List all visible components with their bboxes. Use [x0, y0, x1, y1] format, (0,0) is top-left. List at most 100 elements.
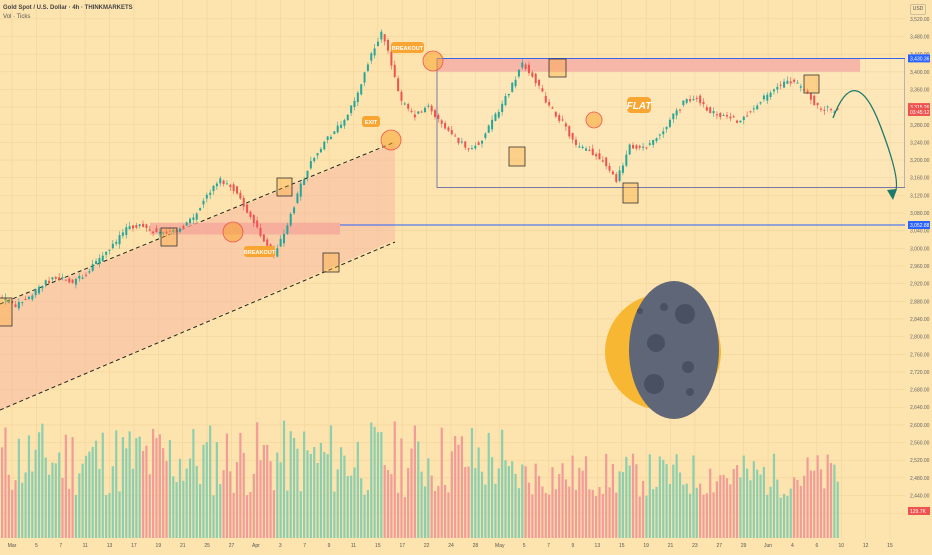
candle-body [732, 116, 735, 118]
volume-bar [504, 460, 507, 538]
volume-bar [219, 484, 222, 538]
price-tick-label: 2,880.00 [910, 299, 930, 305]
time-tick-label: 9 [328, 543, 331, 549]
volume-bar [692, 455, 695, 538]
volume-bar [742, 455, 745, 538]
volume-bar [447, 492, 450, 538]
candle-body [507, 93, 510, 96]
volume-bar [128, 431, 131, 538]
candle-body [306, 170, 309, 178]
price-axis[interactable]: 3,520.003,480.003,440.003,400.003,360.00… [905, 0, 932, 538]
chart-header: Gold Spot / U.S. Dollar · 4h · THINKMARK… [3, 4, 133, 22]
candle-body [336, 125, 339, 133]
breakout-label-bottom: BREAKOUT [244, 246, 276, 257]
candle-body [162, 232, 165, 234]
candle-body [725, 114, 728, 117]
candle-body [652, 139, 655, 145]
volume-bar [61, 477, 64, 538]
volume-bar [561, 463, 564, 538]
volume-bar [188, 458, 192, 538]
candle-body [81, 277, 84, 279]
volume-bar [548, 494, 551, 538]
time-tick-label: Mar [8, 543, 17, 549]
candle-body [789, 81, 792, 84]
volume-bar [413, 425, 416, 538]
candle-body [772, 89, 775, 92]
candle-body [816, 102, 819, 106]
volume-bar [531, 494, 534, 538]
candle-body [692, 99, 695, 101]
volume-bar [145, 445, 148, 538]
volume-bar [836, 481, 839, 538]
candle-body [420, 111, 423, 113]
volume-bar [269, 461, 272, 538]
moon-crater [675, 304, 695, 324]
volume-bar [1, 447, 4, 538]
candle-body [326, 136, 329, 141]
candle-body [403, 103, 406, 105]
price-tick-label: 2,720.00 [910, 370, 930, 376]
candle-body [333, 131, 336, 135]
price-tick-label: 3,000.00 [910, 246, 930, 252]
time-tick-label: 19 [156, 543, 162, 549]
candle-body [397, 78, 400, 92]
volume-bar [44, 457, 47, 538]
volume-bar [648, 454, 651, 538]
volume-indicator-label[interactable]: Vol · Ticks [3, 14, 31, 20]
volume-bar [329, 425, 333, 538]
volume-bar [235, 462, 239, 538]
candle-body [806, 90, 809, 93]
time-axis[interactable]: Mar 5 7 11 13 17 19 21 25 27 Apr 3 7 9 11 15 17 22 24 28 May… [0, 538, 932, 550]
volume-bar [168, 440, 171, 538]
volume-bar [558, 474, 561, 538]
volume-bar [615, 492, 618, 538]
candle-body [105, 251, 108, 255]
volume-bar [370, 422, 373, 538]
breakout-label-top-text: BREAKOUT [392, 46, 424, 52]
volume-bar [685, 483, 688, 538]
candle-body [313, 158, 316, 162]
volume-bar [584, 456, 588, 538]
candle-body [407, 104, 410, 109]
price-tag-bg [908, 107, 930, 116]
volume-bar [729, 484, 732, 538]
volume-bar [527, 482, 531, 538]
candle-body [293, 207, 296, 214]
volume-bar [799, 485, 802, 538]
candle-body [158, 232, 161, 234]
breakout-label-bottom-bg [244, 246, 275, 257]
candle-body [38, 286, 41, 294]
currency-button[interactable]: USD [910, 4, 926, 15]
projection-arrowhead [887, 189, 897, 200]
volume-bar [454, 435, 457, 538]
volume-bar [655, 486, 658, 538]
volume-bar [813, 470, 816, 538]
volume-bar [31, 471, 34, 538]
symbol-title[interactable]: Gold Spot / U.S. Dollar · 4h · THINKMARK… [3, 5, 133, 11]
volume-bar [766, 494, 769, 538]
candle-body [185, 222, 188, 226]
candle-body [152, 231, 155, 234]
volume-bar [537, 475, 541, 538]
candle-body [762, 95, 765, 100]
volume-bar [353, 467, 356, 538]
volume-bar [675, 454, 678, 538]
volume-bar [88, 451, 91, 538]
volume-bar [786, 496, 789, 538]
volume-bar [551, 467, 554, 538]
price-tick-label: 3,520.00 [910, 17, 930, 23]
volume-bar [313, 447, 316, 538]
time-tick-label: 7 [59, 543, 62, 549]
candle-body [632, 144, 635, 149]
volume-bar [71, 437, 74, 538]
volume-bar [450, 451, 453, 538]
volume-bar [430, 475, 433, 538]
volume-bar [54, 463, 57, 538]
candle-body [454, 135, 457, 137]
candle-body [783, 81, 786, 88]
time-tick-label: 21 [180, 543, 186, 549]
candle-body [155, 228, 158, 233]
volume-bar [618, 471, 621, 538]
